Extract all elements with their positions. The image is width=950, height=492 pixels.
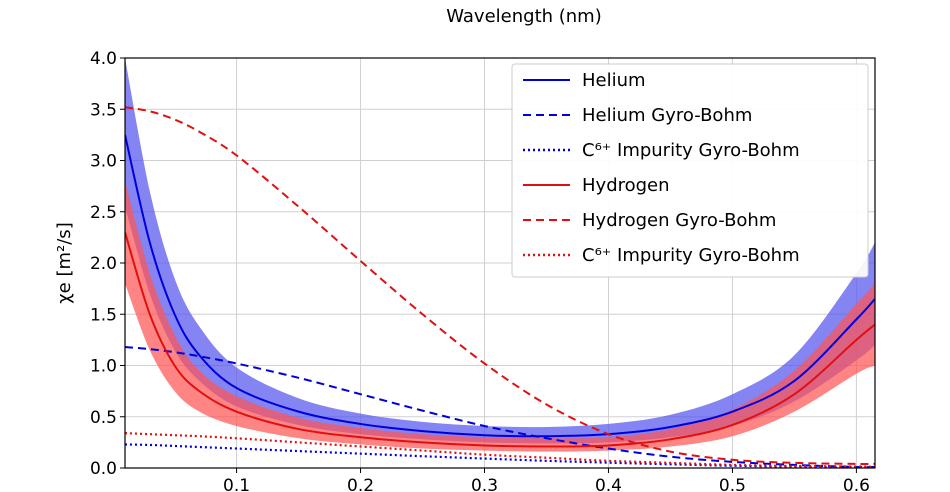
x-tick-label-0: 0.1 — [223, 476, 250, 492]
x-tick-label-5: 0.6 — [843, 476, 870, 492]
y-axis-title: χe [m²/s] — [54, 222, 75, 303]
top-axis-title: Wavelength (nm) — [446, 6, 602, 27]
legend-label-4: Hydrogen Gyro-Bohm — [582, 210, 776, 231]
y-tick-label-0: 0.0 — [90, 459, 117, 479]
y-tick-label-5: 2.5 — [90, 203, 117, 223]
x-axis-ticks: 0.1 0.2 0.3 0.4 0.5 0.6 — [223, 468, 870, 492]
legend-label-0: Helium — [582, 70, 646, 91]
legend-label-5: C⁶⁺ Impurity Gyro-Bohm — [582, 245, 800, 266]
legend-label-2: C⁶⁺ Impurity Gyro-Bohm — [582, 140, 800, 161]
y-tick-label-3: 1.5 — [90, 305, 117, 325]
y-tick-label-2: 1.0 — [90, 357, 117, 377]
x-tick-label-3: 0.4 — [595, 476, 622, 492]
x-tick-label-4: 0.5 — [719, 476, 746, 492]
legend-label-3: Hydrogen — [582, 175, 670, 196]
x-tick-label-1: 0.2 — [347, 476, 374, 492]
legend: Helium Helium Gyro-Bohm C⁶⁺ Impurity Gyro-… — [512, 64, 868, 277]
y-tick-label-4: 2.0 — [90, 254, 117, 274]
y-tick-label-8: 4.0 — [90, 49, 117, 69]
y-tick-label-7: 3.5 — [90, 100, 117, 120]
y-tick-label-1: 0.5 — [90, 408, 117, 428]
y-axis-ticks: 0.0 0.5 1.0 1.5 2.0 2.5 3.0 3.5 4.0 — [90, 49, 125, 479]
x-tick-label-2: 0.3 — [471, 476, 498, 492]
legend-label-1: Helium Gyro-Bohm — [582, 105, 752, 126]
y-tick-label-6: 3.0 — [90, 152, 117, 172]
